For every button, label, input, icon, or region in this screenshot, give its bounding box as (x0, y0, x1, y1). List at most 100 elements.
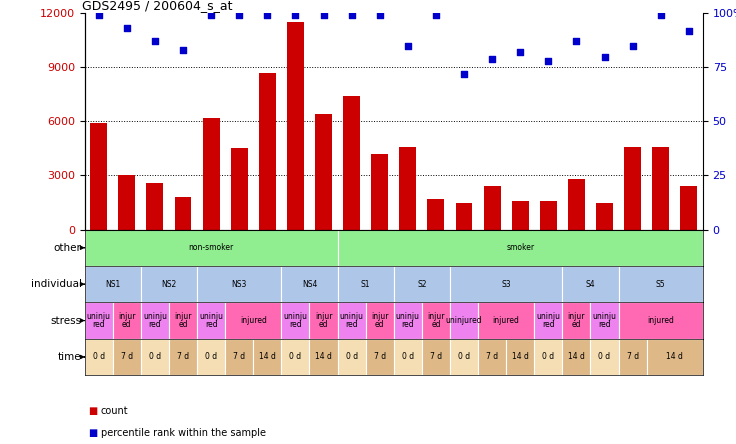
Bar (596, 202, 613, 230)
Text: uninju
red: uninju red (199, 312, 223, 329)
Text: 7 d: 7 d (177, 353, 189, 361)
Bar (197, 302, 225, 339)
Text: injured: injured (240, 316, 266, 325)
Text: injured: injured (492, 316, 520, 325)
Text: 14 d: 14 d (512, 353, 528, 361)
Bar (394, 302, 422, 339)
Bar (456, 202, 473, 230)
Bar (85, 339, 113, 375)
Bar (478, 339, 506, 375)
Point (683, 27, 695, 34)
Bar (113, 339, 141, 375)
Text: injur
ed: injur ed (174, 312, 192, 329)
Bar (371, 154, 388, 230)
Point (233, 12, 245, 19)
Text: S2: S2 (417, 280, 427, 289)
Text: injur
ed: injur ed (315, 312, 332, 329)
Bar (366, 339, 394, 375)
Bar (647, 339, 703, 375)
Text: injur
ed: injur ed (371, 312, 389, 329)
Bar (450, 266, 562, 302)
Text: injur
ed: injur ed (567, 312, 585, 329)
Bar (590, 339, 618, 375)
Bar (534, 339, 562, 375)
Bar (652, 147, 669, 230)
Point (261, 12, 273, 19)
Bar (169, 302, 197, 339)
Point (205, 12, 217, 19)
Bar (253, 339, 281, 375)
Text: uninju
red: uninju red (537, 312, 560, 329)
Bar (400, 147, 417, 230)
Text: 14 d: 14 d (568, 353, 585, 361)
Bar (338, 339, 366, 375)
Bar (618, 339, 647, 375)
Text: 7 d: 7 d (430, 353, 442, 361)
Point (430, 12, 442, 19)
Bar (197, 339, 225, 375)
Bar (338, 266, 394, 302)
Bar (366, 302, 394, 339)
Bar (618, 266, 703, 302)
Bar (506, 339, 534, 375)
Bar (141, 266, 197, 302)
Text: 7 d: 7 d (121, 353, 133, 361)
Point (402, 42, 414, 49)
Text: smoker: smoker (506, 243, 534, 252)
Text: NS1: NS1 (105, 280, 121, 289)
Bar (618, 302, 703, 339)
Text: GDS2495 / 200604_s_at: GDS2495 / 200604_s_at (82, 0, 232, 12)
Bar (141, 302, 169, 339)
Bar (343, 96, 360, 230)
Text: uninjured: uninjured (446, 316, 482, 325)
Point (514, 49, 526, 56)
Bar (169, 339, 197, 375)
Text: injured: injured (647, 316, 674, 325)
Bar (428, 199, 445, 230)
Text: 0 d: 0 d (458, 353, 470, 361)
Text: 0 d: 0 d (93, 353, 105, 361)
Text: 0 d: 0 d (542, 353, 554, 361)
Bar (315, 114, 332, 230)
Text: 0 d: 0 d (149, 353, 161, 361)
Bar (624, 147, 641, 230)
Text: 0 d: 0 d (402, 353, 414, 361)
Text: S5: S5 (656, 280, 665, 289)
Bar (281, 339, 309, 375)
Bar (281, 302, 309, 339)
Text: count: count (101, 406, 129, 416)
Bar (484, 186, 500, 230)
Point (627, 42, 639, 49)
Bar (309, 339, 338, 375)
Point (598, 53, 610, 60)
Text: uninju
red: uninju red (396, 312, 420, 329)
Point (542, 57, 554, 64)
Bar (85, 266, 141, 302)
Text: S4: S4 (586, 280, 595, 289)
Bar (512, 201, 528, 230)
Text: uninju
red: uninju red (592, 312, 617, 329)
Bar (259, 73, 276, 230)
Text: injur
ed: injur ed (427, 312, 445, 329)
Text: S1: S1 (361, 280, 370, 289)
Point (149, 38, 160, 45)
Bar (422, 302, 450, 339)
Text: percentile rank within the sample: percentile rank within the sample (101, 428, 266, 438)
Bar (85, 230, 338, 266)
Bar (202, 118, 219, 230)
Bar (174, 197, 191, 230)
Text: uninju
red: uninju red (87, 312, 110, 329)
Point (121, 25, 132, 32)
Text: NS4: NS4 (302, 280, 317, 289)
Bar (562, 266, 618, 302)
Bar (113, 302, 141, 339)
Point (486, 55, 498, 62)
Text: time: time (58, 352, 82, 362)
Bar (680, 186, 697, 230)
Point (346, 12, 358, 19)
Text: 7 d: 7 d (233, 353, 245, 361)
Point (93, 12, 105, 19)
Bar (225, 302, 281, 339)
Text: non-smoker: non-smoker (188, 243, 234, 252)
Bar (309, 302, 338, 339)
